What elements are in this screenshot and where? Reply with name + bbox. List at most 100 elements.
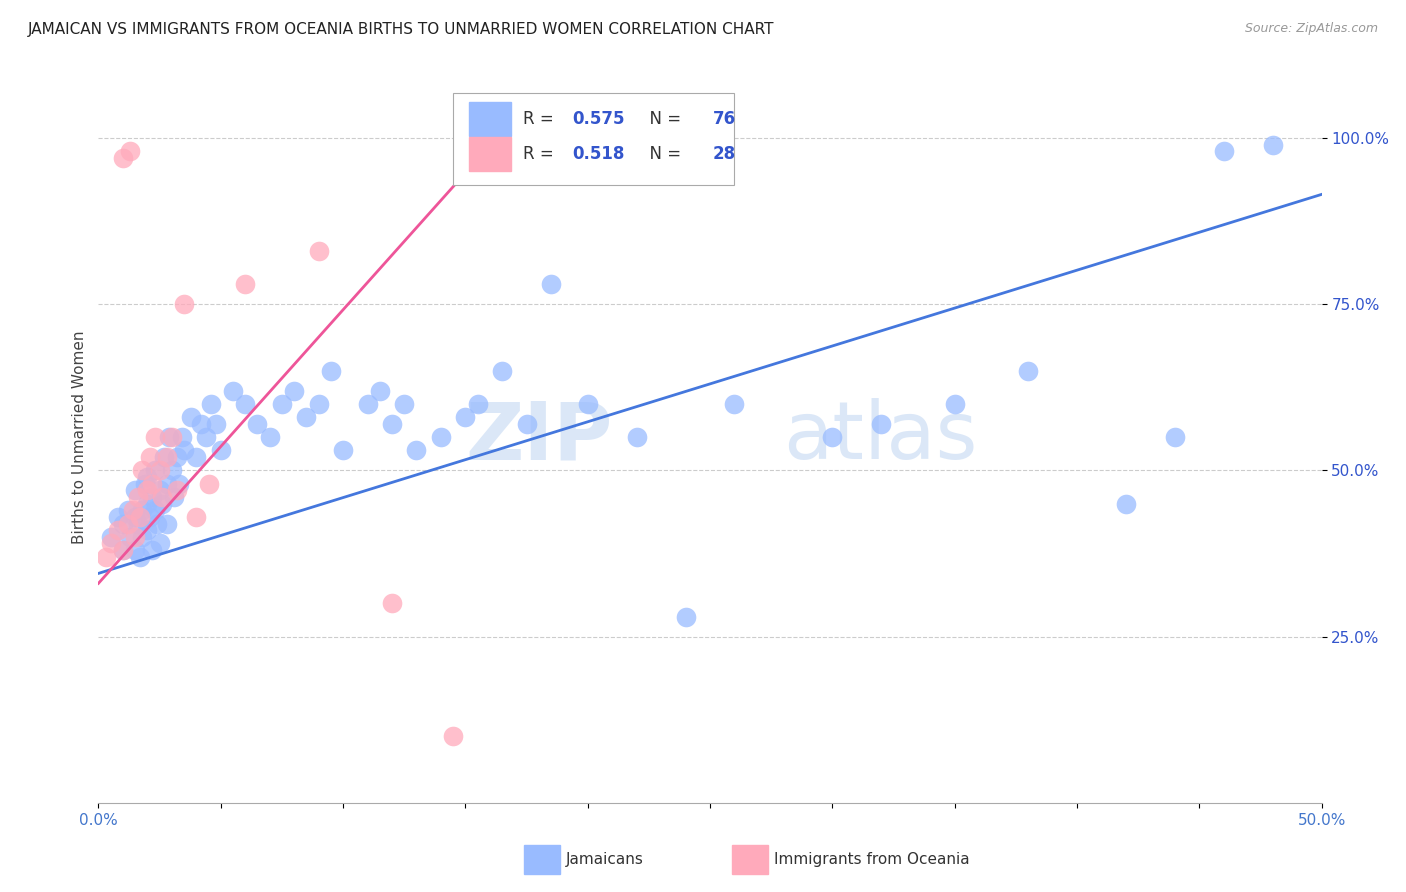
Point	[870, 417, 893, 431]
Point	[160, 430, 183, 444]
Point	[195, 430, 218, 444]
Point	[259, 430, 281, 444]
Point	[821, 430, 844, 444]
Text: 0.575: 0.575	[572, 110, 624, 128]
Point	[120, 530, 142, 544]
Point	[515, 417, 537, 431]
Point	[131, 503, 153, 517]
Point	[136, 497, 159, 511]
Point	[270, 397, 294, 411]
Point	[131, 530, 153, 544]
Point	[1115, 497, 1137, 511]
Point	[111, 151, 134, 165]
Point	[111, 543, 134, 558]
Point	[454, 410, 477, 425]
Point	[209, 443, 232, 458]
Point	[156, 516, 179, 531]
Point	[141, 543, 163, 558]
Point	[308, 397, 330, 411]
Point	[121, 503, 143, 517]
Point	[576, 397, 599, 411]
Point	[1164, 430, 1187, 444]
Text: 0.518: 0.518	[572, 145, 624, 163]
Point	[675, 609, 697, 624]
Point	[149, 536, 172, 550]
Point	[129, 509, 152, 524]
Point	[129, 549, 152, 564]
Point	[186, 450, 208, 464]
Point	[149, 463, 172, 477]
Text: Jamaicans: Jamaicans	[565, 852, 644, 867]
Point	[143, 503, 166, 517]
Point	[124, 483, 146, 498]
Point	[124, 530, 146, 544]
Point	[173, 443, 195, 458]
Point	[723, 397, 745, 411]
Point	[136, 470, 159, 484]
Point	[94, 549, 117, 564]
Text: atlas: atlas	[783, 398, 977, 476]
Point	[170, 430, 193, 444]
FancyBboxPatch shape	[453, 94, 734, 185]
Point	[124, 509, 146, 524]
Text: R =: R =	[523, 145, 558, 163]
Point	[1017, 363, 1039, 377]
Text: R =: R =	[523, 110, 558, 128]
Point	[441, 729, 464, 743]
Point	[205, 417, 228, 431]
Point	[1261, 137, 1284, 152]
Point	[222, 384, 245, 398]
Point	[100, 530, 122, 544]
Point	[156, 450, 179, 464]
Point	[139, 450, 162, 464]
Point	[107, 523, 129, 537]
Point	[157, 430, 180, 444]
Text: JAMAICAN VS IMMIGRANTS FROM OCEANIA BIRTHS TO UNMARRIED WOMEN CORRELATION CHART: JAMAICAN VS IMMIGRANTS FROM OCEANIA BIRT…	[28, 22, 775, 37]
Point	[180, 410, 202, 425]
Point	[308, 244, 330, 258]
Text: N =: N =	[640, 145, 686, 163]
Point	[150, 490, 173, 504]
Point	[233, 397, 256, 411]
Point	[381, 417, 404, 431]
Text: ZIP: ZIP	[465, 398, 612, 476]
Point	[332, 443, 354, 458]
Point	[283, 384, 305, 398]
Point	[107, 509, 129, 524]
Point	[295, 410, 318, 425]
Point	[141, 476, 163, 491]
Point	[163, 490, 186, 504]
Point	[173, 297, 195, 311]
Point	[160, 463, 183, 477]
Point	[120, 144, 142, 158]
Point	[246, 417, 269, 431]
FancyBboxPatch shape	[470, 102, 510, 136]
FancyBboxPatch shape	[470, 137, 510, 171]
Point	[131, 463, 153, 477]
Point	[491, 363, 513, 377]
Point	[117, 516, 139, 531]
Point	[381, 596, 404, 610]
Point	[127, 516, 149, 531]
Point	[156, 476, 179, 491]
Text: 76: 76	[713, 110, 735, 128]
Point	[134, 476, 156, 491]
Text: Source: ZipAtlas.com: Source: ZipAtlas.com	[1244, 22, 1378, 36]
Point	[136, 483, 159, 498]
Point	[166, 483, 188, 498]
Point	[233, 277, 256, 292]
Point	[143, 430, 166, 444]
Point	[1212, 144, 1234, 158]
Point	[149, 483, 172, 498]
Point	[143, 463, 166, 477]
Point	[392, 397, 416, 411]
Point	[430, 430, 453, 444]
Point	[186, 509, 208, 524]
Point	[153, 450, 176, 464]
Point	[127, 490, 149, 504]
Point	[111, 516, 134, 531]
Point	[150, 497, 173, 511]
Point	[111, 543, 134, 558]
Text: Immigrants from Oceania: Immigrants from Oceania	[773, 852, 969, 867]
Point	[405, 443, 427, 458]
